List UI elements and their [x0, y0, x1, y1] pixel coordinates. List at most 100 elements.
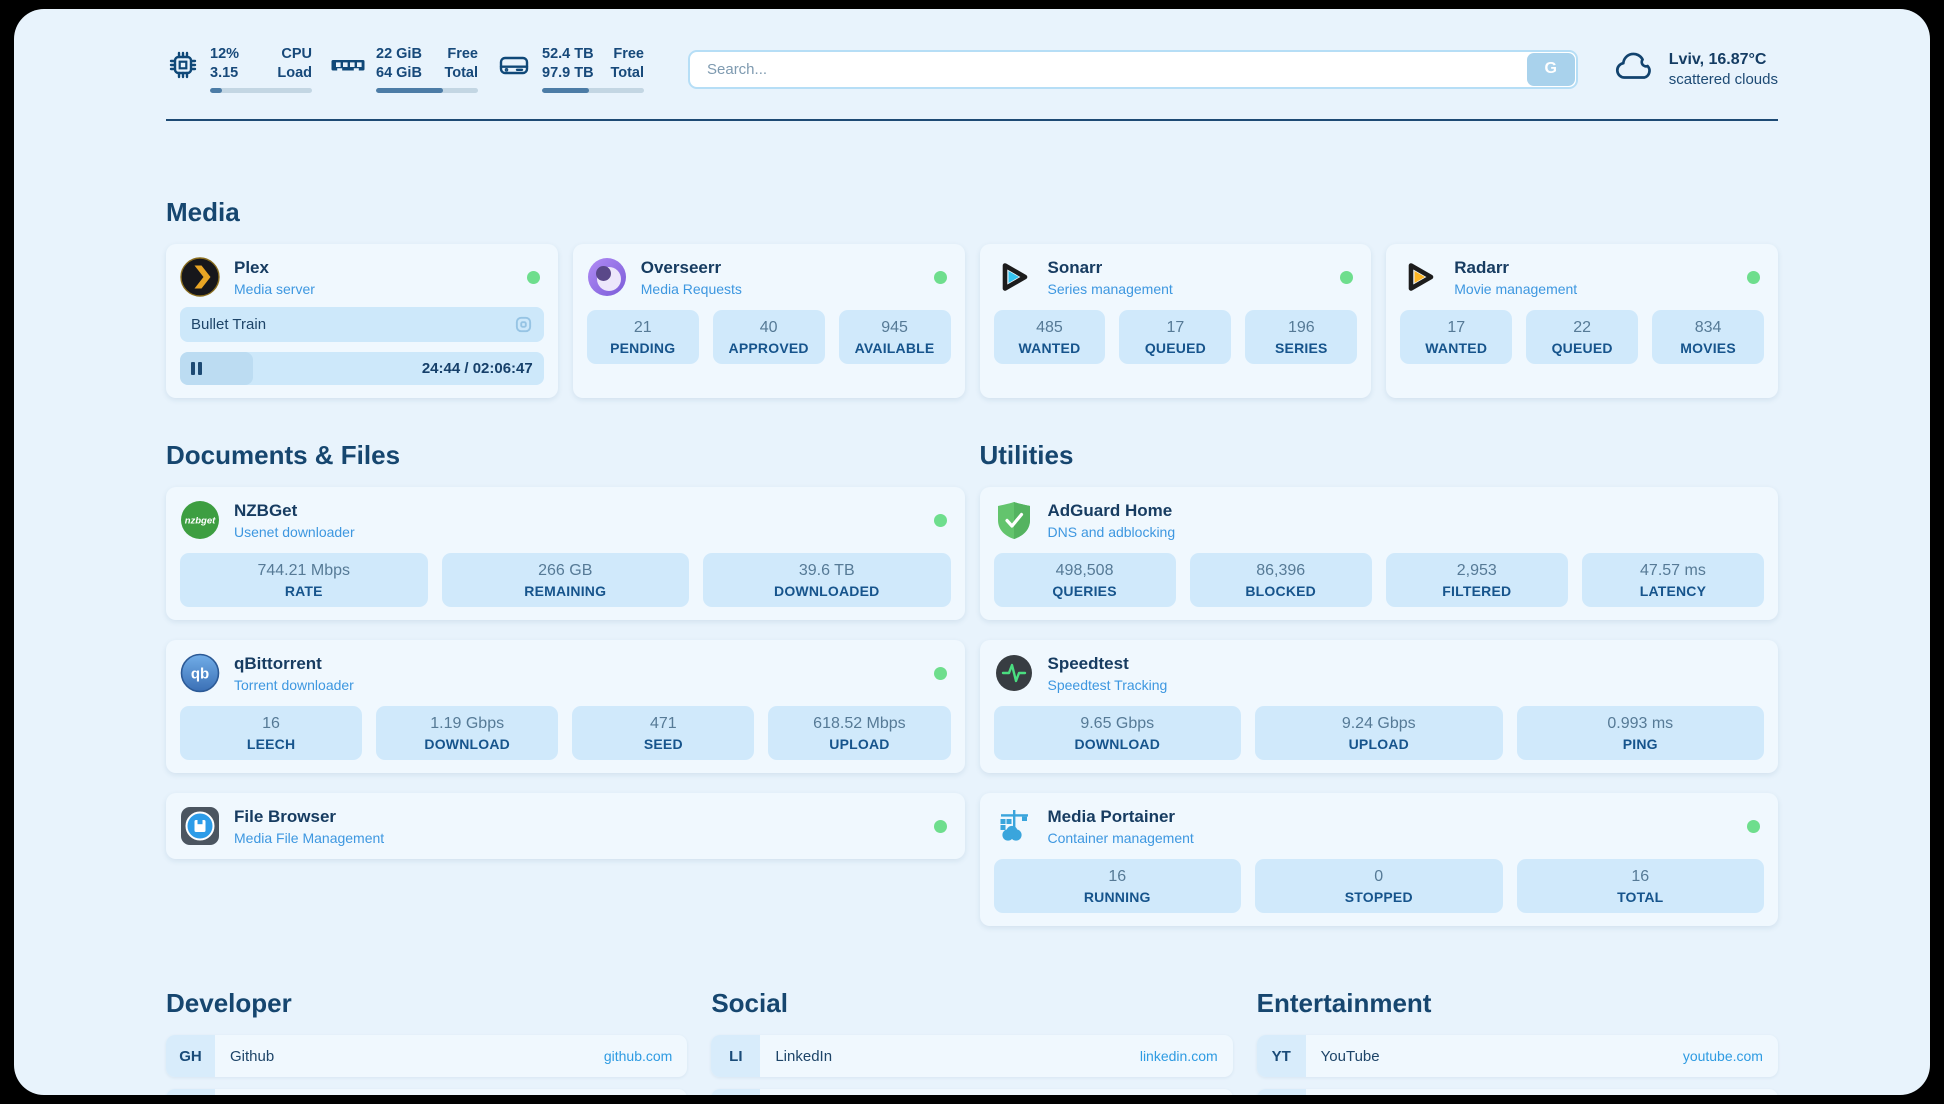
cpu-metric: 12% 3.15 CPU Load	[166, 45, 312, 94]
speedtest-icon	[994, 653, 1034, 693]
cpu-load-label: Load	[277, 65, 312, 82]
status-dot-online	[1747, 270, 1760, 284]
stat-rate: 744.21 Mbps RATE	[180, 553, 428, 608]
stat-filtered: 2,953 FILTERED	[1385, 553, 1568, 608]
ram-progress-bar	[376, 88, 478, 94]
disk-free-value: 52.4 TB	[542, 46, 594, 62]
portainer-icon	[994, 806, 1034, 846]
overseerr-card[interactable]: Overseerr Media Requests 21 PENDING 40 A…	[572, 244, 965, 399]
stat-wanted: 485 WANTED	[993, 310, 1106, 365]
stat-total: 16 TOTAL	[1516, 859, 1764, 914]
entertainment-section-title: Entertainment	[1256, 988, 1432, 1019]
qbittorrent-icon: qb	[180, 653, 220, 693]
disk-progress-bar	[542, 88, 644, 94]
stat-wanted: 17 WANTED	[1400, 310, 1513, 365]
youtube-abbr-badge: YT	[1256, 1035, 1306, 1078]
search-input[interactable]	[688, 49, 1578, 89]
cpu-load-value: 3.15	[210, 65, 239, 82]
link-twitter[interactable]: TW Twitter twitter.com	[711, 1089, 1233, 1095]
stat-queries: 498,508 QUERIES	[993, 553, 1176, 608]
status-dot-online	[526, 270, 540, 284]
stat-queued: 17 QUEUED	[1119, 310, 1232, 365]
stat-upload: 618.52 Mbps UPLOAD	[768, 706, 951, 761]
documents-section-title: Documents & Files	[166, 440, 401, 471]
app-name: Overseerr	[640, 257, 722, 277]
status-dot-online	[933, 819, 947, 833]
app-name: Radarr	[1454, 257, 1510, 277]
social-section-title: Social	[711, 988, 788, 1019]
disk-free-label: Free	[613, 46, 644, 62]
nzbget-card[interactable]: nzbget NZBGet Usenet downloader 744.21 M…	[166, 487, 965, 621]
stat-remaining: 266 GB REMAINING	[441, 553, 689, 608]
adguard-card[interactable]: AdGuard Home DNS and adblocking 498,508 …	[979, 487, 1778, 621]
playback-progress-row: 24:44 / 02:06:47	[180, 352, 544, 386]
search-engine-button[interactable]: G	[1526, 52, 1575, 86]
stat-queued: 22 QUEUED	[1526, 310, 1639, 365]
disk-total-value: 97.9 TB	[542, 65, 594, 82]
link-stackoverflow[interactable]: SO StackOverflow stackoverflow.com	[166, 1089, 688, 1095]
dashboard-page: 12% 3.15 CPU Load	[14, 9, 1930, 1095]
app-description: Media Requests	[640, 280, 742, 297]
linkedin-abbr-badge: LI	[711, 1035, 761, 1078]
cloud-icon	[1612, 48, 1656, 91]
app-name: Speedtest	[1047, 653, 1129, 673]
link-youtube[interactable]: YT YouTube youtube.com	[1256, 1035, 1778, 1078]
qbittorrent-card[interactable]: qb qBittorrent Torrent downloader 16 LEE…	[166, 640, 965, 774]
link-github[interactable]: GH Github github.com	[166, 1035, 688, 1078]
weather-condition: scattered clouds	[1668, 70, 1778, 88]
portainer-card[interactable]: Media Portainer Container management 16 …	[979, 793, 1778, 927]
ram-total-label: Total	[444, 65, 478, 82]
app-name: AdGuard Home	[1047, 500, 1173, 520]
header-divider	[166, 119, 1778, 122]
now-playing-icon[interactable]	[514, 315, 533, 334]
speedtest-card[interactable]: Speedtest Speedtest Tracking 9.65 Gbps D…	[979, 640, 1778, 774]
app-description: Movie management	[1454, 280, 1578, 297]
stat-latency: 47.57 ms LATENCY	[1581, 553, 1764, 608]
header-bar: 12% 3.15 CPU Load	[166, 45, 1778, 94]
filebrowser-card[interactable]: File Browser Media File Management	[166, 793, 965, 860]
plex-card[interactable]: Plex Media server Bullet Train	[166, 244, 558, 399]
link-netflix[interactable]: NF Netflix netflix.com	[1256, 1089, 1778, 1095]
stat-ping: 0.993 ms PING	[1516, 706, 1764, 761]
app-description: Container management	[1047, 829, 1194, 846]
app-name: qBittorrent	[234, 653, 322, 673]
sonarr-card[interactable]: Sonarr Series management 485 WANTED 17 Q…	[979, 244, 1372, 399]
netflix-abbr-badge: NF	[1256, 1089, 1306, 1095]
cpu-label: CPU	[281, 46, 312, 62]
section-media: Media Plex Media server	[166, 197, 1778, 399]
stat-downloaded: 39.6 TB DOWNLOADED	[703, 553, 951, 608]
radarr-icon	[1400, 257, 1440, 297]
link-linkedin[interactable]: LI LinkedIn linkedin.com	[711, 1035, 1233, 1078]
status-dot-online	[1340, 270, 1354, 284]
radarr-card[interactable]: Radarr Movie management 17 WANTED 22 QUE…	[1386, 244, 1778, 399]
ram-total-value: 64 GiB	[376, 65, 422, 82]
now-playing-row: Bullet Train	[180, 307, 544, 343]
stackoverflow-abbr-badge: SO	[166, 1089, 215, 1095]
search-bar: G	[688, 49, 1578, 89]
app-name: Sonarr	[1047, 257, 1103, 277]
status-dot-online	[933, 270, 947, 284]
stat-download: 1.19 Gbps DOWNLOAD	[376, 706, 559, 761]
section-social: Social LI LinkedIn linkedin.com TW Twitt…	[711, 988, 1233, 1095]
section-developer: Developer GH Github github.com SO StackO…	[166, 988, 688, 1095]
stat-leech: 16 LEECH	[180, 706, 363, 761]
section-entertainment: Entertainment YT YouTube youtube.com NF …	[1256, 988, 1778, 1095]
ram-free-value: 22 GiB	[376, 46, 422, 62]
ram-icon	[330, 45, 366, 87]
filebrowser-icon	[180, 806, 220, 846]
app-name: NZBGet	[234, 500, 298, 520]
stat-series: 196 SERIES	[1245, 310, 1358, 365]
app-name: Media Portainer	[1047, 806, 1176, 826]
sonarr-icon	[994, 257, 1034, 297]
playback-time: 24:44 / 02:06:47	[421, 360, 533, 378]
twitter-abbr-badge: TW	[711, 1089, 761, 1095]
svg-text:qb: qb	[191, 666, 209, 683]
app-description: Torrent downloader	[234, 676, 354, 693]
status-dot-online	[933, 666, 947, 680]
app-description: Usenet downloader	[234, 523, 355, 540]
cpu-usage-value: 12%	[210, 46, 240, 62]
app-name: File Browser	[234, 806, 337, 826]
adguard-icon	[994, 500, 1034, 540]
nzbget-icon: nzbget	[180, 500, 220, 540]
media-section-title: Media	[166, 197, 240, 228]
